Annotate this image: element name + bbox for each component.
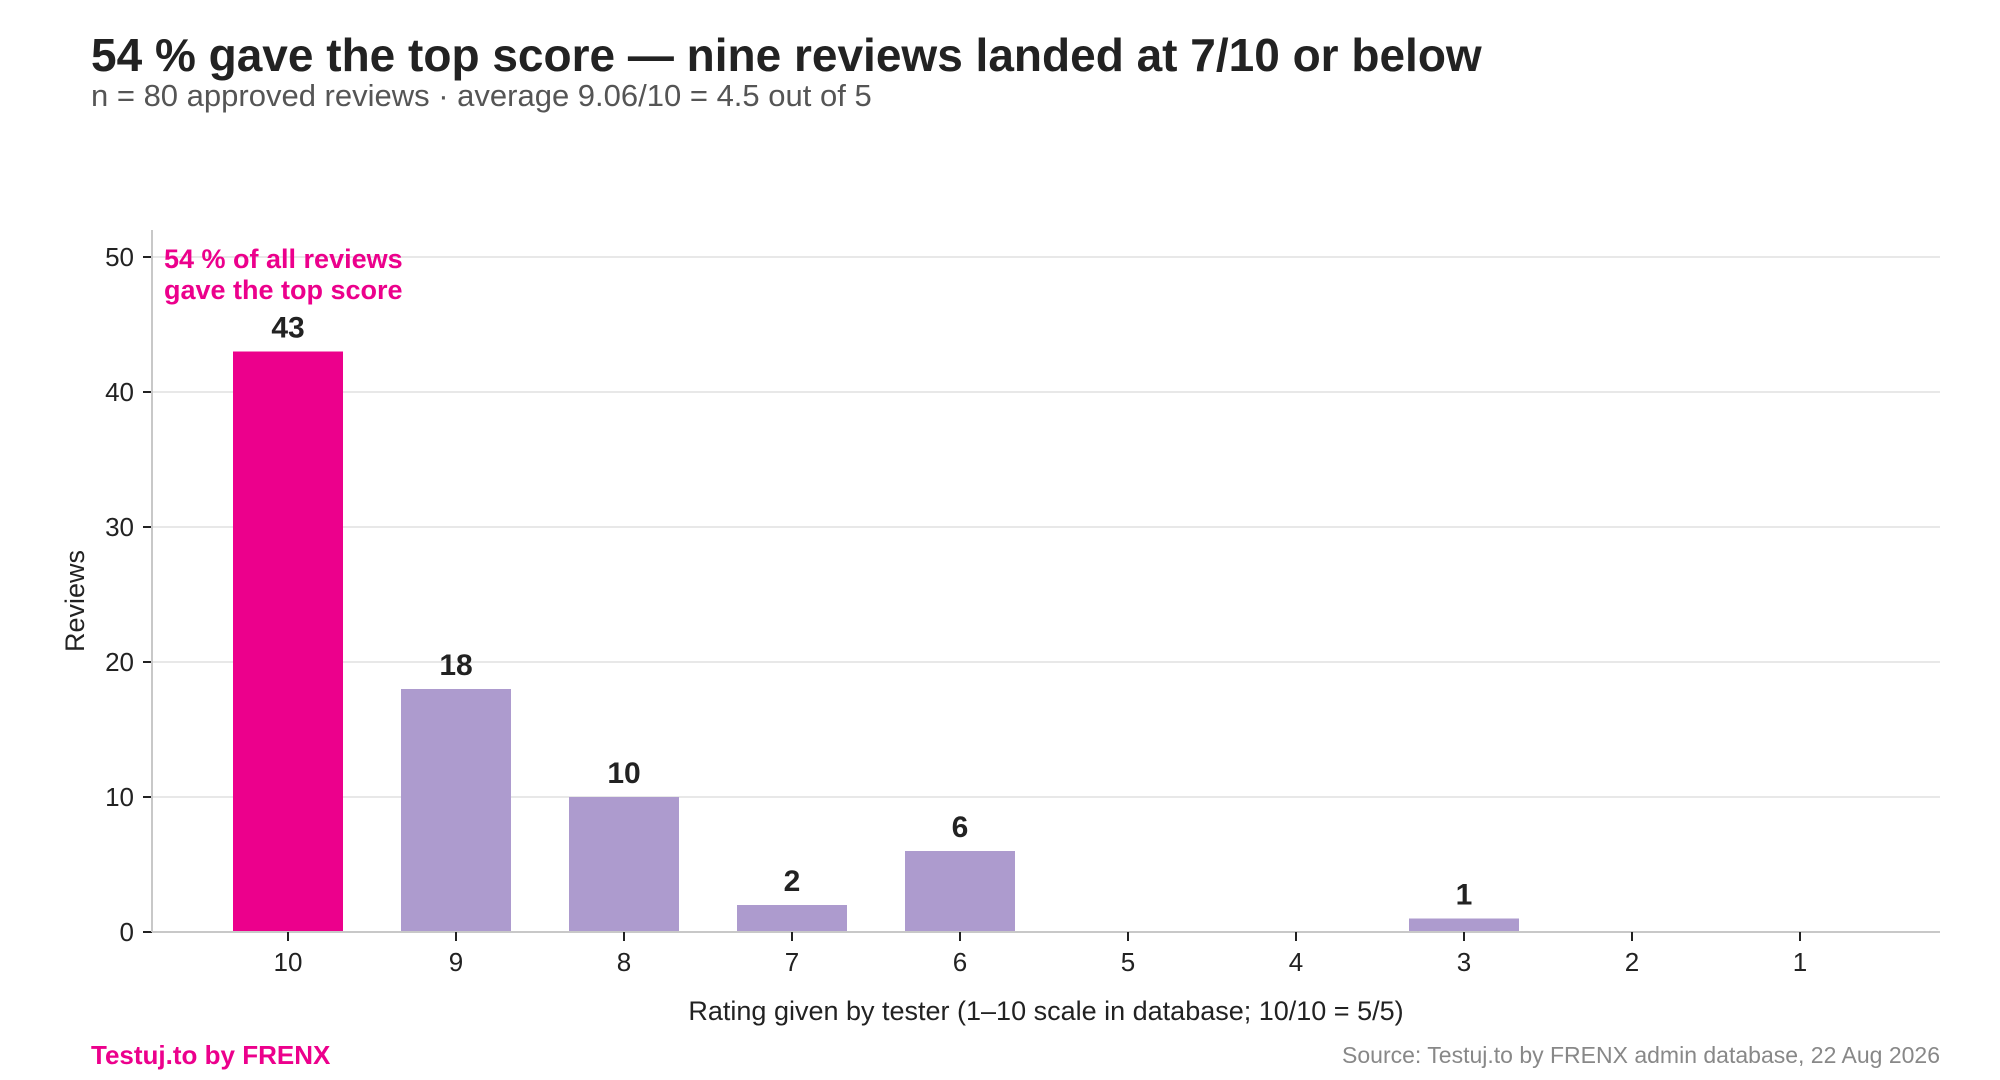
- x-tick-label: 6: [953, 947, 967, 977]
- x-tick-label: 7: [785, 947, 799, 977]
- brand-label: Testuj.to by FRENX: [91, 1040, 331, 1070]
- bar-7: [737, 905, 847, 932]
- x-tick-label: 5: [1121, 947, 1135, 977]
- x-axis-label: Rating given by tester (1–10 scale in da…: [688, 996, 1403, 1026]
- value-label-8: 10: [607, 757, 640, 790]
- x-tick-label: 8: [617, 947, 631, 977]
- y-tick-label: 40: [105, 377, 134, 407]
- x-tick-label: 10: [274, 947, 303, 977]
- y-tick-label: 0: [120, 917, 134, 947]
- x-tick-label: 1: [1793, 947, 1807, 977]
- annotation-line: 54 % of all reviews: [164, 244, 403, 274]
- bar-6: [905, 851, 1015, 932]
- y-tick-label: 10: [105, 782, 134, 812]
- bars: [233, 351, 1519, 932]
- x-tick-label: 9: [449, 947, 463, 977]
- value-label-10: 43: [271, 312, 304, 345]
- y-tick-label: 20: [105, 647, 134, 677]
- source-note: Source: Testuj.to by FRENX admin databas…: [1342, 1042, 1940, 1068]
- value-label-6: 6: [952, 811, 969, 844]
- bar-8: [569, 797, 679, 932]
- value-label-7: 2: [784, 865, 801, 898]
- annotation-line: gave the top score: [164, 275, 403, 305]
- value-labels: 43 18 10 2 6 1: [271, 312, 1472, 912]
- value-label-3: 1: [1456, 879, 1473, 912]
- y-axis-label: Reviews: [60, 550, 90, 652]
- value-label-9: 18: [439, 649, 472, 682]
- chart-title: 54 % gave the top score — nine reviews l…: [91, 29, 1482, 81]
- bar-3: [1409, 918, 1519, 932]
- y-tick-label: 30: [105, 512, 134, 542]
- x-tick-label: 3: [1457, 947, 1471, 977]
- bar-10: [233, 351, 343, 932]
- bar-9: [401, 689, 511, 932]
- chart-subtitle: n = 80 approved reviews · average 9.06/1…: [91, 78, 872, 113]
- x-tick-label: 4: [1289, 947, 1303, 977]
- x-tick-label: 2: [1625, 947, 1639, 977]
- y-tick-label: 50: [105, 242, 134, 272]
